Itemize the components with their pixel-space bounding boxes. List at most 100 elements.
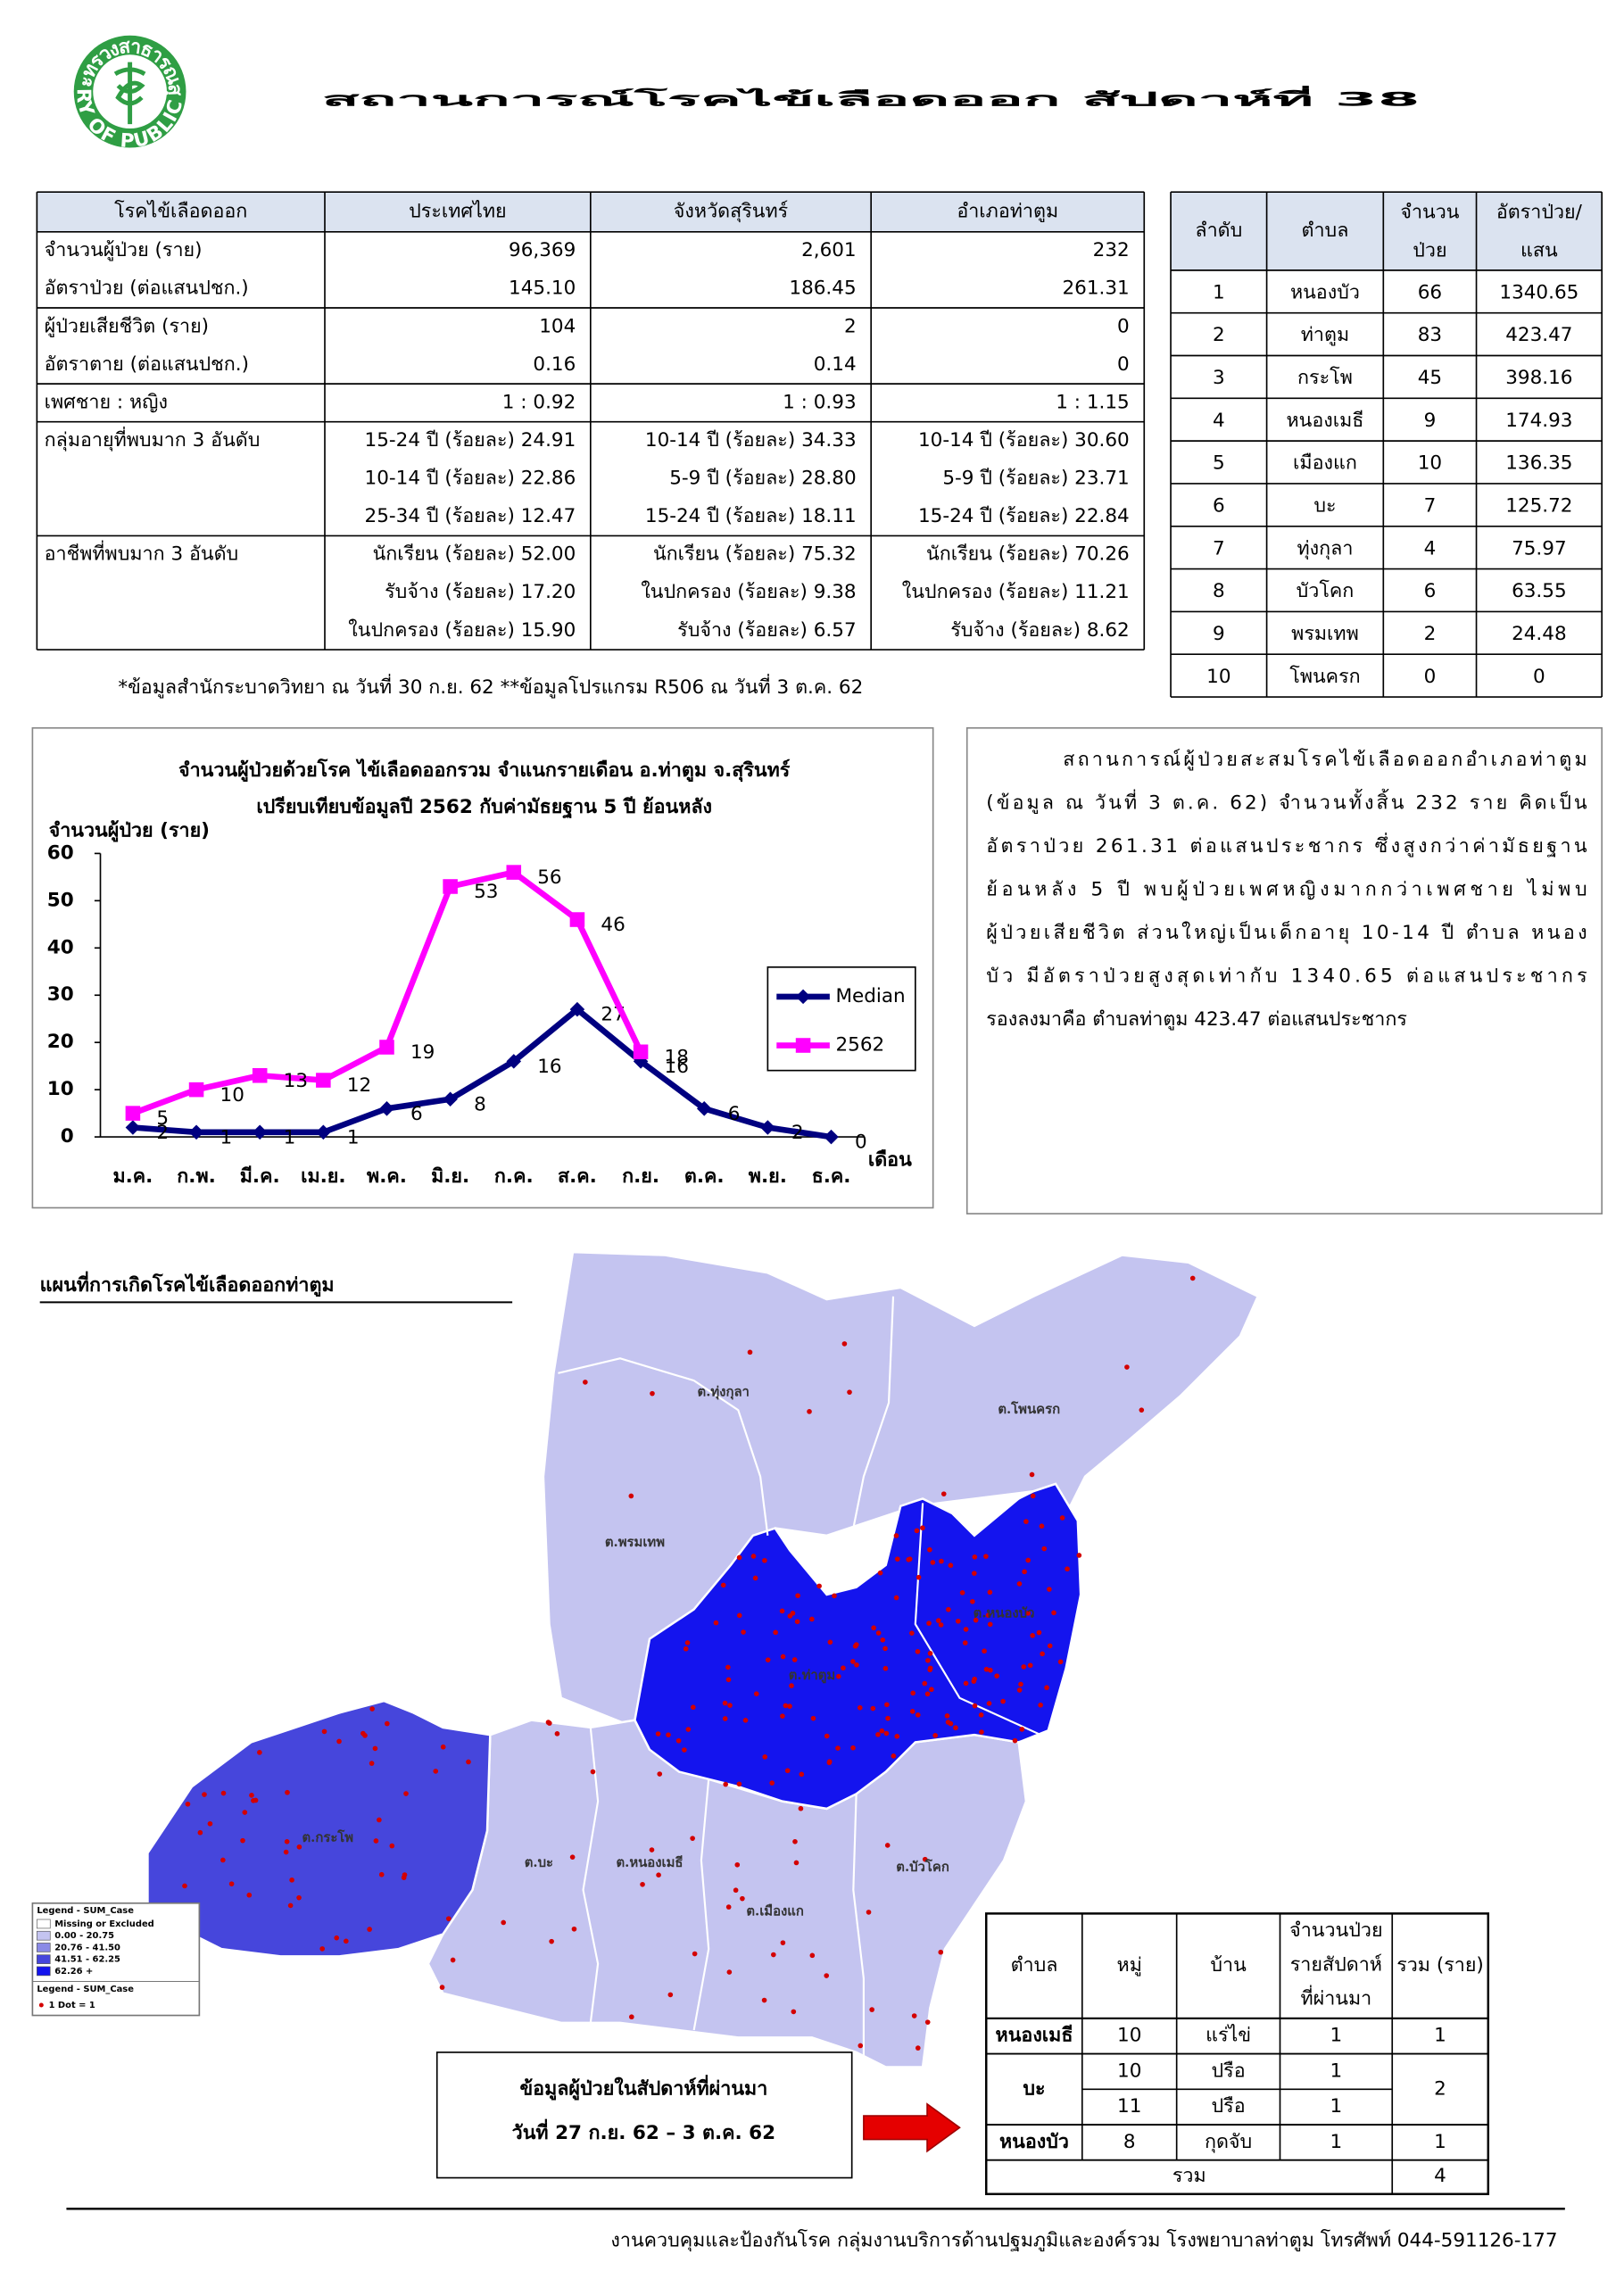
x-tick-label: ก.ค. xyxy=(494,1165,534,1188)
table-header-cell: แสน xyxy=(1520,239,1558,261)
case-dot xyxy=(682,1747,687,1753)
week-box xyxy=(435,2051,853,2179)
case-dot xyxy=(466,1759,471,1765)
case-dot xyxy=(871,1625,876,1631)
table-cell: 10 xyxy=(1418,452,1442,475)
case-dot xyxy=(875,1732,881,1737)
case-dot xyxy=(284,1838,290,1844)
x-tick-label: ก.พ. xyxy=(177,1165,216,1188)
case-dot xyxy=(242,1810,248,1815)
summary-line: ย้อนหลัง 5 ปี พบผู้ป่วยเพศหญิงมากกว่าเพศ… xyxy=(986,878,1587,901)
table-cell: 0.14 xyxy=(814,353,857,376)
data-label: 6 xyxy=(728,1103,741,1125)
case-dot xyxy=(824,1733,830,1739)
case-dot xyxy=(972,1571,977,1576)
table-cell: นักเรียน (ร้อยละ) 52.00 xyxy=(373,543,576,566)
week-box-line: วันที่ 27 ก.ย. 62 – 3 ต.ค. 62 xyxy=(512,2118,775,2144)
table-cell: 2,601 xyxy=(801,239,857,261)
case-dot xyxy=(285,1789,290,1795)
case-dot xyxy=(866,1910,872,1915)
case-dot xyxy=(1041,1546,1048,1552)
case-dot xyxy=(953,1725,958,1731)
table-cell: 5-9 ปี (ร้อยละ) 23.71 xyxy=(942,468,1129,490)
table-header-cell: รายสัปดาห์ xyxy=(1290,1953,1382,1976)
case-dot xyxy=(220,1790,227,1796)
case-dot xyxy=(649,1847,655,1853)
case-dot xyxy=(369,1761,375,1766)
case-dot xyxy=(854,1662,859,1668)
case-dot xyxy=(1047,1643,1053,1649)
case-dot xyxy=(924,2019,931,2025)
case-dot xyxy=(228,1881,235,1886)
case-dot xyxy=(972,1554,978,1560)
case-dot xyxy=(879,1728,885,1734)
case-dot xyxy=(935,1618,941,1623)
case-dot xyxy=(835,1745,841,1751)
case-dot xyxy=(220,1857,226,1863)
case-dot xyxy=(1065,1566,1070,1572)
table-header-bg xyxy=(1171,192,1603,270)
map-label: ต.เมืองแก xyxy=(746,1903,804,1919)
case-dot xyxy=(924,1691,931,1697)
table-cell: 0.16 xyxy=(533,353,576,376)
summary-line: รองลงมาคือ ตำบลท่าตูม 423.47 ต่อแสนประชา… xyxy=(986,1008,1407,1031)
case-dot xyxy=(1030,1493,1036,1499)
table-cell: 4 xyxy=(1434,2165,1446,2187)
table-cell: 0 xyxy=(1117,315,1130,337)
case-dot xyxy=(684,1640,691,1645)
marker xyxy=(316,1073,331,1088)
case-dot xyxy=(1018,1681,1023,1687)
case-dot xyxy=(296,1894,302,1901)
summary-line: (ข้อมูล ณ วันที่ 3 ต.ค. 62) จำนวนทั้งสิ้… xyxy=(986,789,1587,815)
map-legend-title: Legend - SUM_Case xyxy=(37,1906,134,1916)
data-label: 8 xyxy=(474,1093,486,1115)
case-dot xyxy=(832,1593,837,1599)
data-label: 1 xyxy=(220,1126,233,1148)
case-dot xyxy=(826,1760,833,1766)
case-dot xyxy=(810,1715,816,1721)
table-header-cell: ลำดับ xyxy=(1195,220,1242,242)
case-dot xyxy=(750,1554,757,1559)
table-cell: 0 xyxy=(1117,353,1130,376)
case-dot xyxy=(893,1533,899,1538)
case-dot xyxy=(1057,1659,1064,1665)
case-dot xyxy=(628,1493,634,1499)
case-dot xyxy=(780,1654,786,1660)
map-label: ต.กระโพ xyxy=(302,1828,353,1845)
case-dot xyxy=(773,1629,778,1636)
case-dot xyxy=(734,1861,741,1868)
table-cell: 4 xyxy=(1424,537,1437,559)
case-dot xyxy=(373,1838,379,1844)
case-dot xyxy=(722,1716,728,1721)
footnote: *ข้อมูลสำนักระบาดวิทยา ณ วันที่ 30 ก.ย. … xyxy=(118,674,863,699)
case-dot xyxy=(360,1730,366,1737)
table-cell: นักเรียน (ร้อยละ) 70.26 xyxy=(926,543,1130,566)
case-dot xyxy=(987,1589,993,1596)
table-cell: หนองบัว xyxy=(1290,281,1360,303)
y-tick-label: 10 xyxy=(47,1078,74,1100)
district xyxy=(146,1699,492,1958)
case-dot xyxy=(1038,1702,1043,1708)
district-border xyxy=(692,1778,710,2031)
case-dot xyxy=(875,1630,882,1636)
marker xyxy=(569,912,585,927)
case-dot xyxy=(733,1887,739,1894)
table-cell: 25-34 ปี (ร้อยละ) 12.47 xyxy=(365,505,576,527)
x-tick-label: ส.ค. xyxy=(558,1165,597,1188)
case-dot xyxy=(1029,1471,1035,1478)
table-cell: รับจ้าง (ร้อยละ) 17.20 xyxy=(385,581,576,603)
map-label: ต.บัวโคก xyxy=(896,1858,949,1875)
table-cell: 83 xyxy=(1418,324,1442,346)
case-dot xyxy=(675,1737,682,1744)
marker xyxy=(795,989,811,1005)
case-dot xyxy=(885,1715,891,1721)
case-dot xyxy=(882,1665,889,1671)
case-dot xyxy=(752,1575,758,1581)
table-cell: ในปกครอง (ร้อยละ) 9.38 xyxy=(641,580,856,603)
case-dot xyxy=(988,1667,993,1673)
table-cell: อัตราป่วย (ต่อแสนปชก.) xyxy=(45,278,249,300)
case-dot xyxy=(792,1838,798,1844)
case-dot xyxy=(501,1919,507,1926)
legend-box xyxy=(766,966,916,1072)
table-cell: 10 xyxy=(1117,2025,1141,2047)
